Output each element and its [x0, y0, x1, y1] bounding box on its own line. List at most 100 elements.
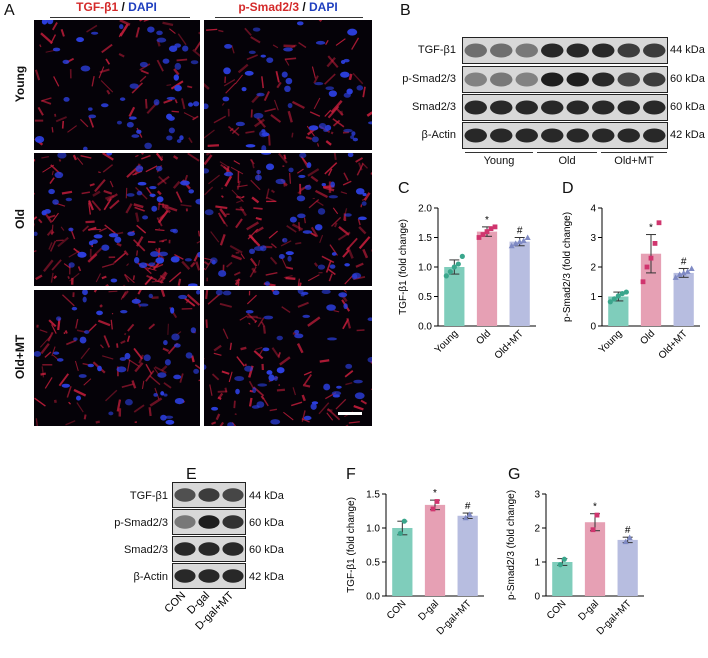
panel-letter-c: C — [398, 180, 410, 197]
red-staining — [233, 271, 241, 276]
blot-band — [617, 72, 640, 87]
micrograph-oldmt-psmad — [204, 290, 372, 426]
dapi-nucleus — [110, 278, 118, 283]
blot-band — [174, 542, 196, 556]
col-header-underline — [215, 17, 363, 18]
blot-b-label-3: β-Actin — [421, 129, 456, 141]
red-staining — [297, 301, 309, 308]
red-staining — [144, 98, 148, 109]
blot-b-label-0: TGF-β1 — [417, 44, 456, 56]
dapi-nucleus — [41, 20, 48, 25]
dapi-nucleus — [156, 196, 164, 203]
red-staining — [333, 310, 340, 313]
red-staining — [215, 413, 221, 421]
data-point — [508, 242, 515, 249]
y-tick-label: 0.0 — [418, 322, 432, 333]
dapi-nucleus — [311, 401, 319, 405]
red-staining — [174, 254, 184, 260]
dapi-nucleus — [34, 231, 38, 237]
red-staining — [41, 99, 52, 105]
red-staining — [69, 272, 80, 282]
red-staining — [233, 160, 241, 165]
dapi-nucleus — [345, 363, 353, 369]
dapi-nucleus — [143, 354, 151, 362]
blot-e-kda-3: 42 kDa — [249, 571, 284, 583]
significance-mark: * — [485, 215, 489, 226]
dapi-nucleus — [268, 374, 275, 382]
data-point — [462, 514, 469, 521]
red-staining — [333, 153, 337, 161]
blot-band — [515, 100, 538, 115]
red-staining — [327, 55, 339, 68]
red-staining — [205, 290, 209, 300]
red-staining — [236, 195, 242, 199]
red-staining — [126, 167, 138, 178]
dapi-nucleus — [245, 144, 256, 148]
blot-e-label-1: p-Smad2/3 — [114, 517, 168, 529]
red-staining — [143, 20, 150, 22]
dapi-nucleus — [256, 401, 265, 408]
blot-b-label-1: p-Smad2/3 — [402, 73, 456, 85]
red-staining — [229, 244, 243, 254]
chart-g: 0 1 2 3 p-Smad2/3 (fold change) CON * D-gal # D-g… — [506, 490, 644, 637]
red-staining — [222, 328, 229, 340]
dapi-nucleus — [234, 376, 245, 382]
red-staining — [274, 99, 279, 111]
red-staining — [174, 99, 178, 104]
red-staining — [226, 261, 233, 268]
blot-band — [198, 515, 220, 529]
red-staining — [161, 155, 164, 159]
data-point — [520, 237, 527, 243]
blot-bands — [464, 100, 666, 115]
red-staining — [128, 106, 136, 118]
red-staining — [34, 397, 46, 407]
blot-b-kda-2: 60 kDa — [670, 101, 705, 113]
y-axis-label: p-Smad2/3 (fold change) — [506, 490, 517, 600]
red-staining — [363, 192, 371, 201]
red-staining — [181, 260, 191, 271]
red-staining — [326, 412, 334, 421]
red-staining — [51, 346, 56, 357]
dapi-nucleus — [336, 385, 342, 389]
blot-band — [198, 569, 220, 583]
red-staining — [332, 207, 339, 215]
red-staining — [51, 324, 57, 334]
dapi-nucleus — [131, 134, 140, 138]
dapi-nucleus — [347, 28, 358, 36]
red-staining — [49, 240, 57, 252]
red-staining — [172, 180, 181, 189]
red-staining — [258, 349, 264, 357]
red-staining — [46, 229, 53, 236]
red-staining — [54, 113, 57, 117]
data-point — [680, 269, 687, 276]
red-staining — [248, 322, 251, 325]
red-staining — [55, 116, 67, 123]
red-staining — [231, 254, 242, 261]
data-point — [455, 261, 461, 267]
dapi-nucleus — [343, 303, 348, 310]
dapi-nucleus — [48, 188, 55, 195]
red-staining — [116, 399, 122, 412]
dapi-nucleus — [296, 195, 306, 202]
red-staining — [253, 118, 265, 128]
dapi-nucleus — [346, 88, 353, 95]
red-staining — [80, 347, 91, 360]
blot-band — [592, 128, 615, 143]
dapi-nucleus — [88, 240, 94, 246]
dapi-nucleus — [82, 290, 88, 296]
dapi-nucleus — [361, 201, 367, 206]
x-tick-label: CON — [385, 598, 409, 622]
red-staining — [135, 154, 139, 158]
dapi-nucleus — [190, 60, 199, 65]
dapi-nucleus — [353, 379, 363, 384]
red-staining — [245, 130, 255, 134]
dapi-nucleus — [79, 336, 87, 344]
red-staining — [88, 323, 97, 332]
data-point — [434, 499, 440, 504]
dapi-nucleus — [249, 248, 256, 255]
dapi-nucleus — [260, 54, 266, 58]
micrograph-young-tgf — [34, 20, 200, 150]
dapi-nucleus — [241, 87, 247, 92]
red-staining — [353, 405, 364, 411]
dapi-nucleus — [211, 260, 216, 265]
